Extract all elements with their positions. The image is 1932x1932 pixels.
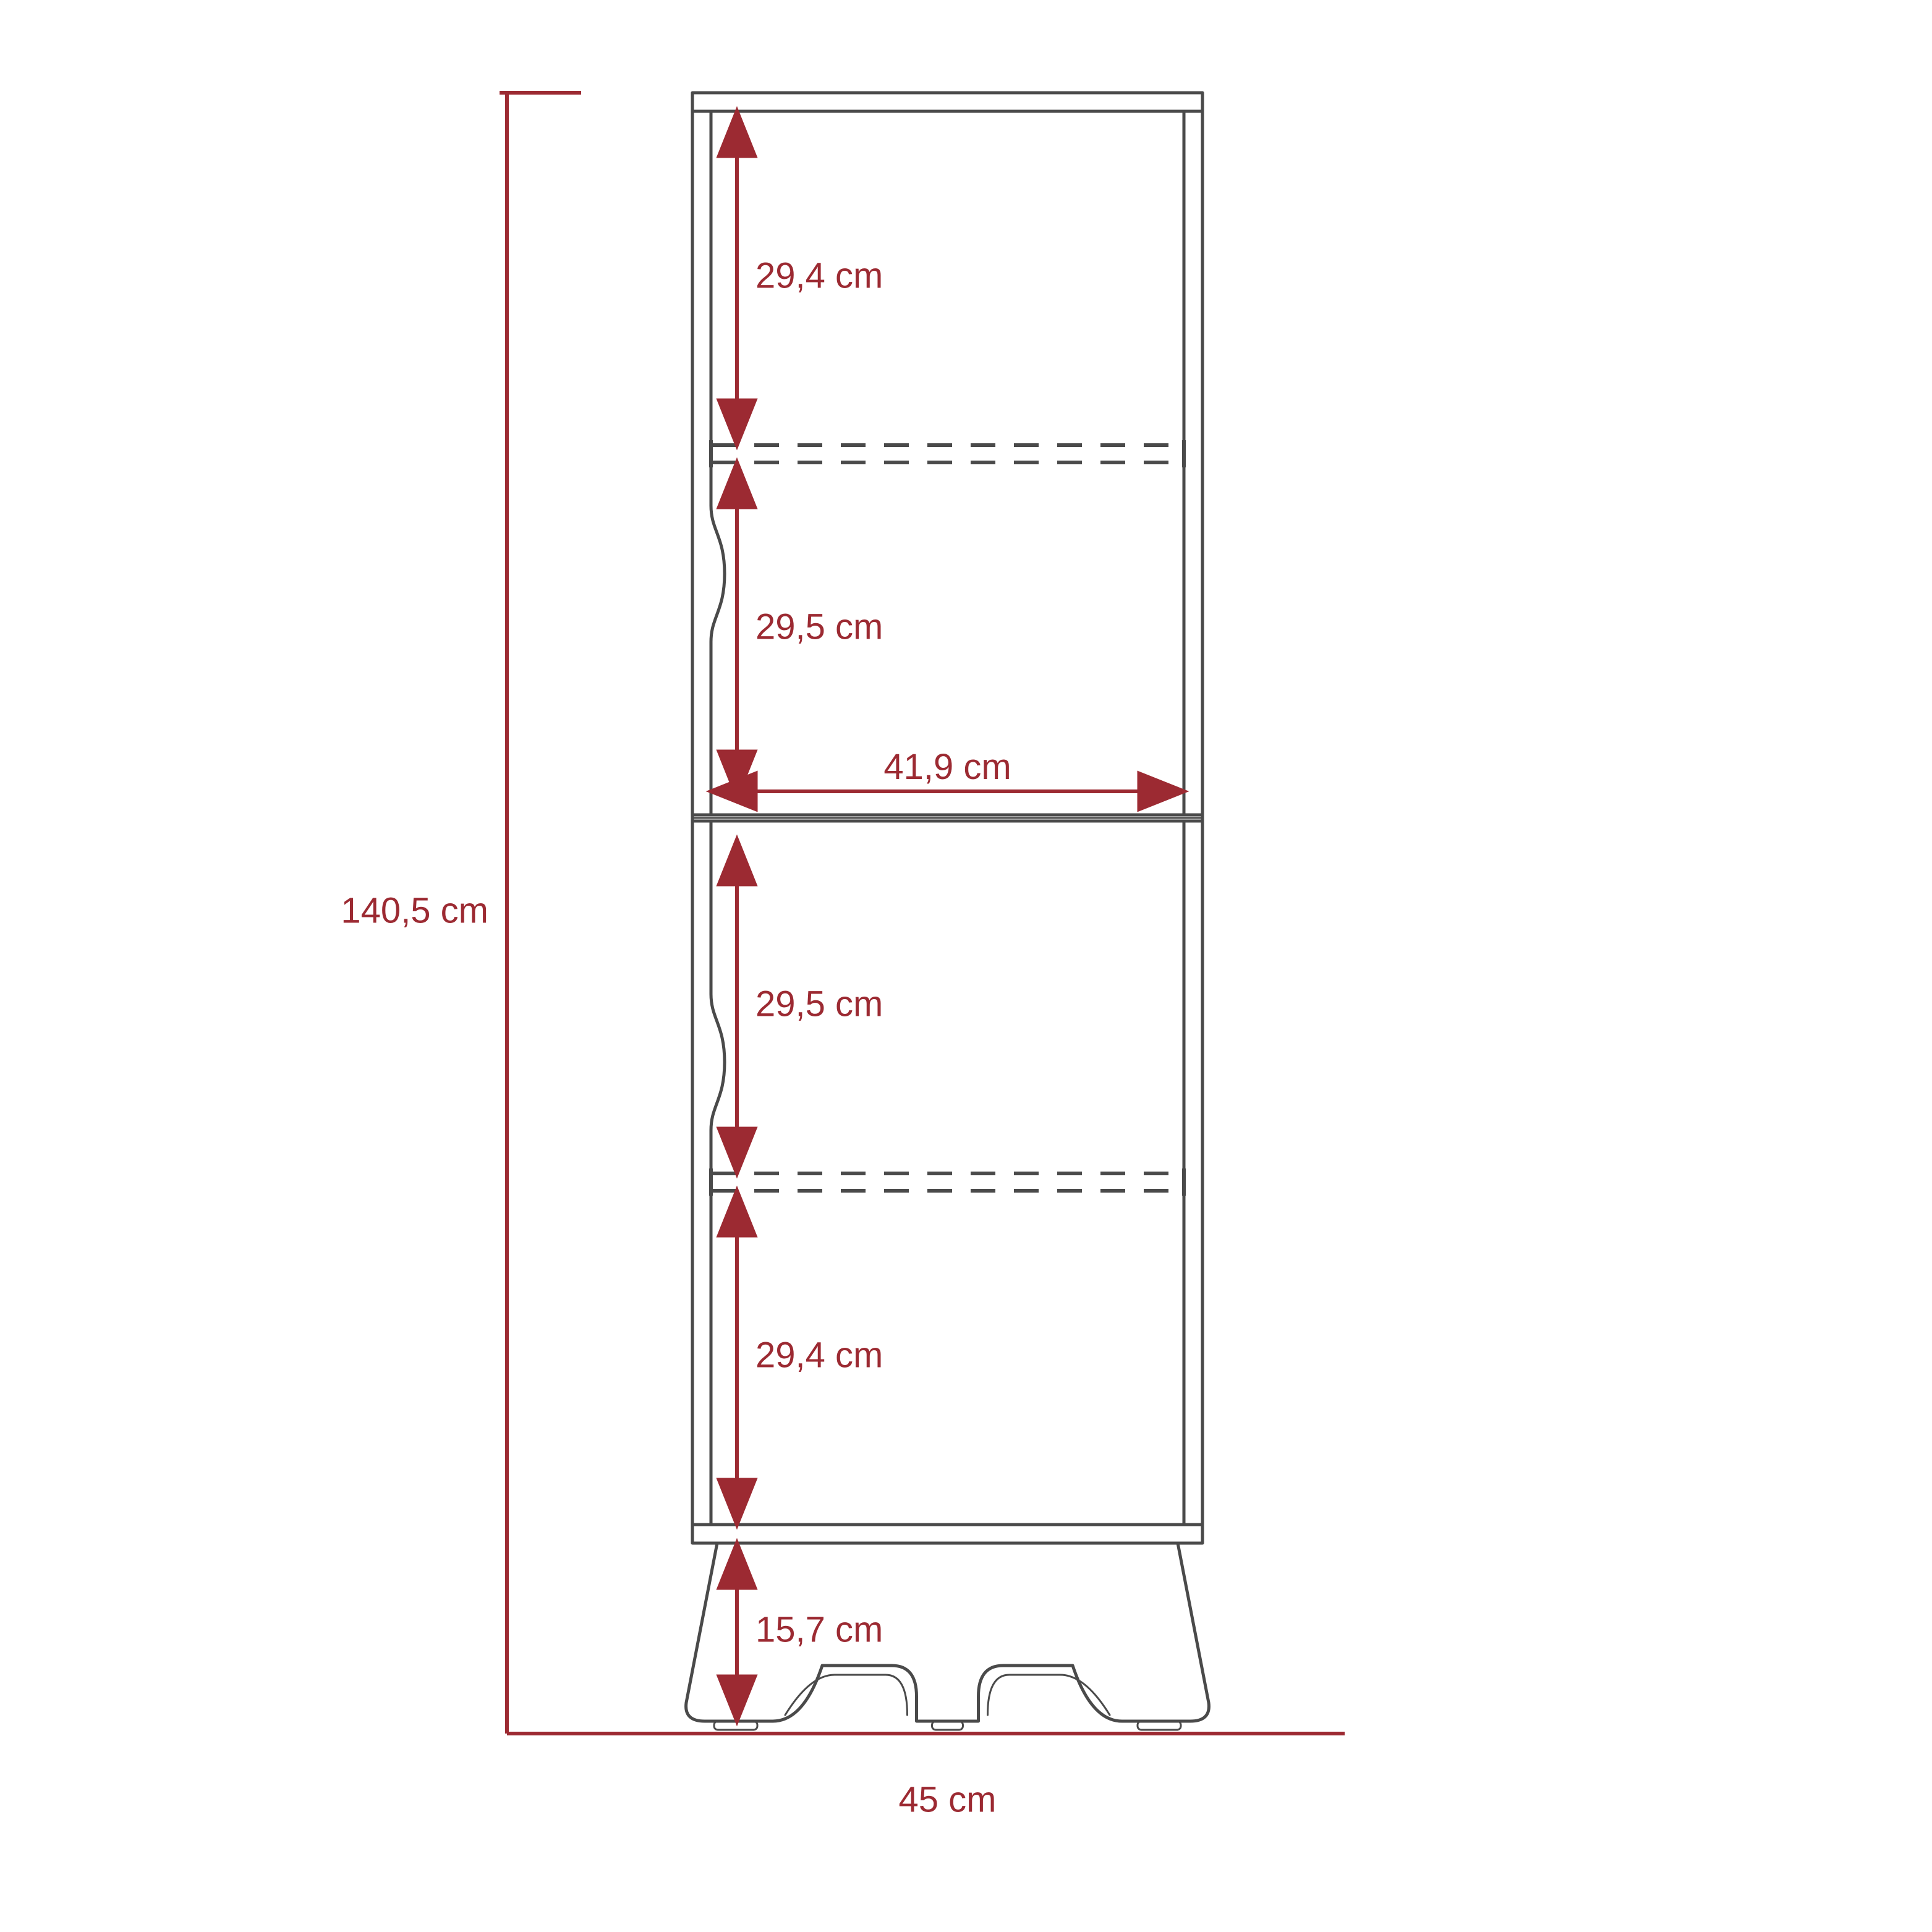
dim-label: 41,9 cm — [883, 747, 1011, 787]
dim-label: 15,7 cm — [755, 1609, 883, 1649]
dim-label: 29,5 cm — [755, 606, 883, 647]
dim-label: 29,5 cm — [755, 984, 883, 1024]
dim-label: 29,4 cm — [755, 255, 883, 296]
dim-total-width: 45 cm — [899, 1780, 997, 1820]
dimension-diagram: 29,4 cm 29,5 cm 29,5 cm 29,4 cm 15,7 cm 41,9 … — [0, 0, 1932, 1932]
dim-label: 29,4 cm — [755, 1335, 883, 1375]
dim-total-height: 140,5 cm — [341, 890, 488, 930]
